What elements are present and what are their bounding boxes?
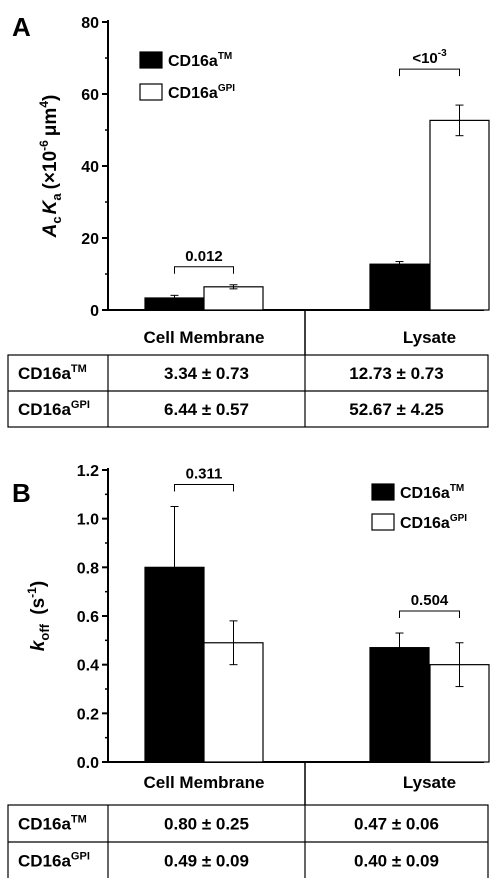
table-row-label: CD16aTM <box>18 363 87 383</box>
p-value-text: 0.504 <box>411 592 449 609</box>
legend-superscript: GPI <box>218 83 235 94</box>
y-tick-label: 1.0 <box>77 512 99 529</box>
table-row-label: CD16aGPI <box>18 851 90 871</box>
category-label: Lysate <box>403 773 456 792</box>
p-value-text: <10 <box>412 50 437 67</box>
y-label-symbol: K <box>40 199 61 214</box>
chart-panel-a: A020406080AcKa(×10-6μm4)0.012<10-3CD16aT… <box>7 12 490 428</box>
p-value-text: 0.012 <box>185 248 223 265</box>
chart-panel-b: B 0.0 0.2 0.4 0.6 0.8 1.0 1.2 koff (s-1) 0.311 0.5… <box>7 463 490 878</box>
p-value-text: 0.311 <box>186 466 223 483</box>
legend-name: CD16a <box>168 85 218 102</box>
table-cell: 0.40 ± 0.09 <box>354 852 439 871</box>
y-axis-label: koff (s-1) <box>25 581 52 651</box>
y-label-subscript: a <box>49 193 64 201</box>
y-tick-label: 20 <box>81 231 99 248</box>
significance-bracket <box>399 610 460 619</box>
bar <box>429 119 490 311</box>
y-tick-label: 1.2 <box>77 463 99 480</box>
significance-bracket <box>399 68 460 77</box>
table-row-label: CD16aTM <box>18 814 87 834</box>
legend-label: CD16aGPI <box>168 83 235 102</box>
legend-name: CD16a <box>400 485 450 502</box>
table-row-label-superscript: TM <box>71 363 87 375</box>
legend-name: CD16a <box>400 515 450 532</box>
table-cell: 0.49 ± 0.09 <box>164 852 249 871</box>
category-label: Lysate <box>403 328 456 347</box>
y-tick-label: 0.4 <box>77 658 99 675</box>
legend-label: CD16aTM <box>168 51 232 70</box>
table-row-label-superscript: GPI <box>71 399 90 411</box>
legend-superscript: TM <box>218 51 232 62</box>
table-row-label-text: CD16a <box>18 815 71 834</box>
p-value-label: <10-3 <box>412 48 447 67</box>
significance-bracket <box>174 484 234 492</box>
y-label-subscript: c <box>49 216 64 223</box>
y-label-unit: (s <box>28 598 49 620</box>
y-label-unit: (×10 <box>40 151 61 190</box>
table-cell: 52.67 ± 4.25 <box>349 400 443 419</box>
y-label-exponent: -6 <box>37 140 51 151</box>
table-row-label-superscript: GPI <box>71 851 90 863</box>
y-label-exponent: 4 <box>37 101 51 108</box>
table-cell: 6.44 ± 0.57 <box>164 400 249 419</box>
legend-swatch <box>371 513 395 531</box>
legend-superscript: TM <box>450 483 464 494</box>
y-tick-label: 0.0 <box>77 755 99 772</box>
y-tick-label: 0.6 <box>77 609 99 626</box>
legend-label: CD16aGPI <box>400 513 467 532</box>
y-label-unit: μm <box>40 108 61 137</box>
panel-label: B <box>12 478 31 508</box>
y-label-symbol: k <box>28 639 49 651</box>
panel-label: A <box>12 12 31 42</box>
bar <box>369 263 430 311</box>
p-value-label: 0.012 <box>185 248 223 265</box>
p-value-exponent: -3 <box>438 48 447 59</box>
table-cell: 3.34 ± 0.73 <box>164 364 249 383</box>
y-label-exponent: -1 <box>25 587 39 598</box>
table-cell: 0.47 ± 0.06 <box>354 815 439 834</box>
legend-name: CD16a <box>168 53 218 70</box>
y-label-symbol: A <box>40 224 61 239</box>
y-tick-label: 0 <box>90 303 99 320</box>
table-row-label-text: CD16a <box>18 852 71 871</box>
bar <box>369 647 430 763</box>
significance-bracket <box>174 266 234 274</box>
bar <box>203 286 264 311</box>
legend-swatch <box>139 83 163 101</box>
category-label: Cell Membrane <box>144 328 265 347</box>
y-axis-label: AcKa (×10-6 μm4) <box>37 95 64 239</box>
y-tick-label: 80 <box>81 15 99 32</box>
y-tick-label: 40 <box>81 159 99 176</box>
y-label-unit: ) <box>28 581 49 587</box>
y-tick-label: 60 <box>81 87 99 104</box>
legend-superscript: GPI <box>450 513 467 524</box>
table-row-label-superscript: TM <box>71 814 87 826</box>
y-tick-label: 0.8 <box>77 560 99 577</box>
legend-swatch <box>139 51 163 69</box>
legend-label: CD16aTM <box>400 483 464 502</box>
table-row-label-text: CD16a <box>18 364 71 383</box>
category-label: Cell Membrane <box>144 773 265 792</box>
table-cell: 0.80 ± 0.25 <box>164 815 249 834</box>
table-row-label: CD16aGPI <box>18 399 90 419</box>
p-value-label: 0.504 <box>411 592 449 609</box>
table-cell: 12.73 ± 0.73 <box>349 364 443 383</box>
table-row-label-text: CD16a <box>18 400 71 419</box>
y-label-unit: ) <box>40 95 61 101</box>
y-tick-label: 0.2 <box>77 706 99 723</box>
y-label-subscript: off <box>37 623 52 640</box>
legend-swatch <box>371 483 395 501</box>
p-value-label: 0.311 <box>186 466 223 483</box>
